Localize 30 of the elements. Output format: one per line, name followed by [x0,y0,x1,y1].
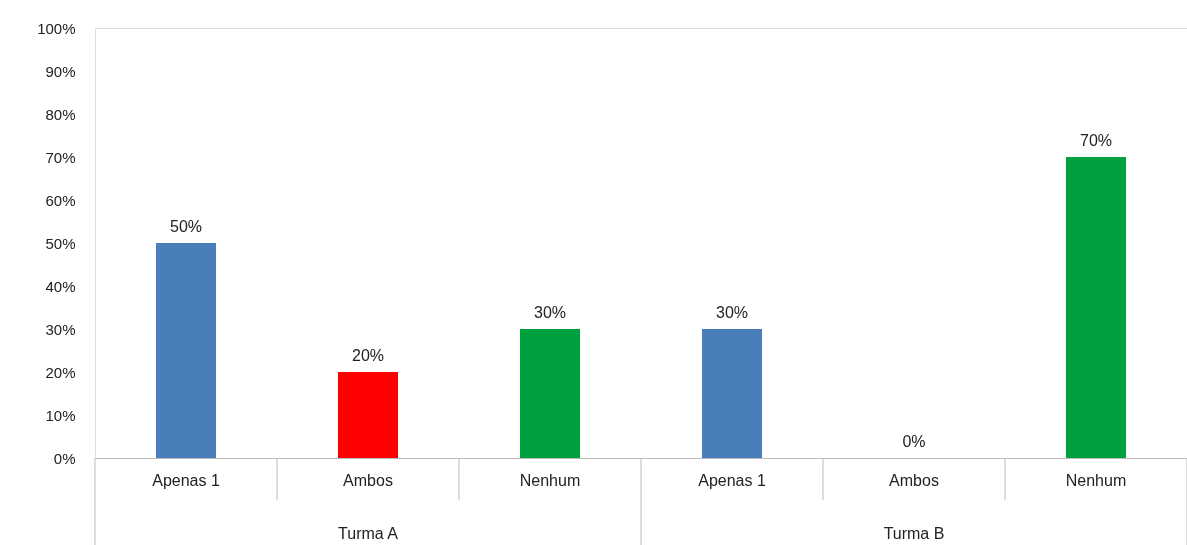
bar [155,243,217,458]
text: Turma A [338,525,399,542]
data-label: 70% [1079,132,1113,149]
text: Turma B [883,525,945,542]
y-tick-label: 90% [45,62,76,80]
y-tick-label: 30% [45,320,76,338]
y-tick-label: 100% [37,19,76,37]
x-tick-label: Ambos [889,471,939,489]
x-tick-label: Apenas 1 [698,471,766,489]
y-tick-label: 20% [45,363,76,381]
x-tick-label: Nenhum [519,471,581,489]
data-label: 0% [902,433,926,450]
y-tick-label: 60% [45,191,76,209]
bar [519,329,581,458]
y-tick-label: 40% [45,277,76,295]
x-tick-label: Nenhum [1065,471,1127,489]
y-tick-label: 80% [45,105,76,123]
bar [701,329,763,458]
x-tick-label: Apenas 1 [152,471,220,489]
y-tick-label: 10% [45,406,76,424]
bar [1065,157,1127,458]
data-label: 30% [533,304,567,321]
bar [337,372,399,458]
y-tick-label: 70% [45,148,76,166]
y-tick-label: 50% [45,234,76,252]
y-tick-label: 0% [53,449,76,467]
data-label: 20% [351,347,385,364]
x-tick-label: Ambos [343,471,393,489]
data-label: 50% [169,218,203,235]
data-label: 30% [715,304,749,321]
